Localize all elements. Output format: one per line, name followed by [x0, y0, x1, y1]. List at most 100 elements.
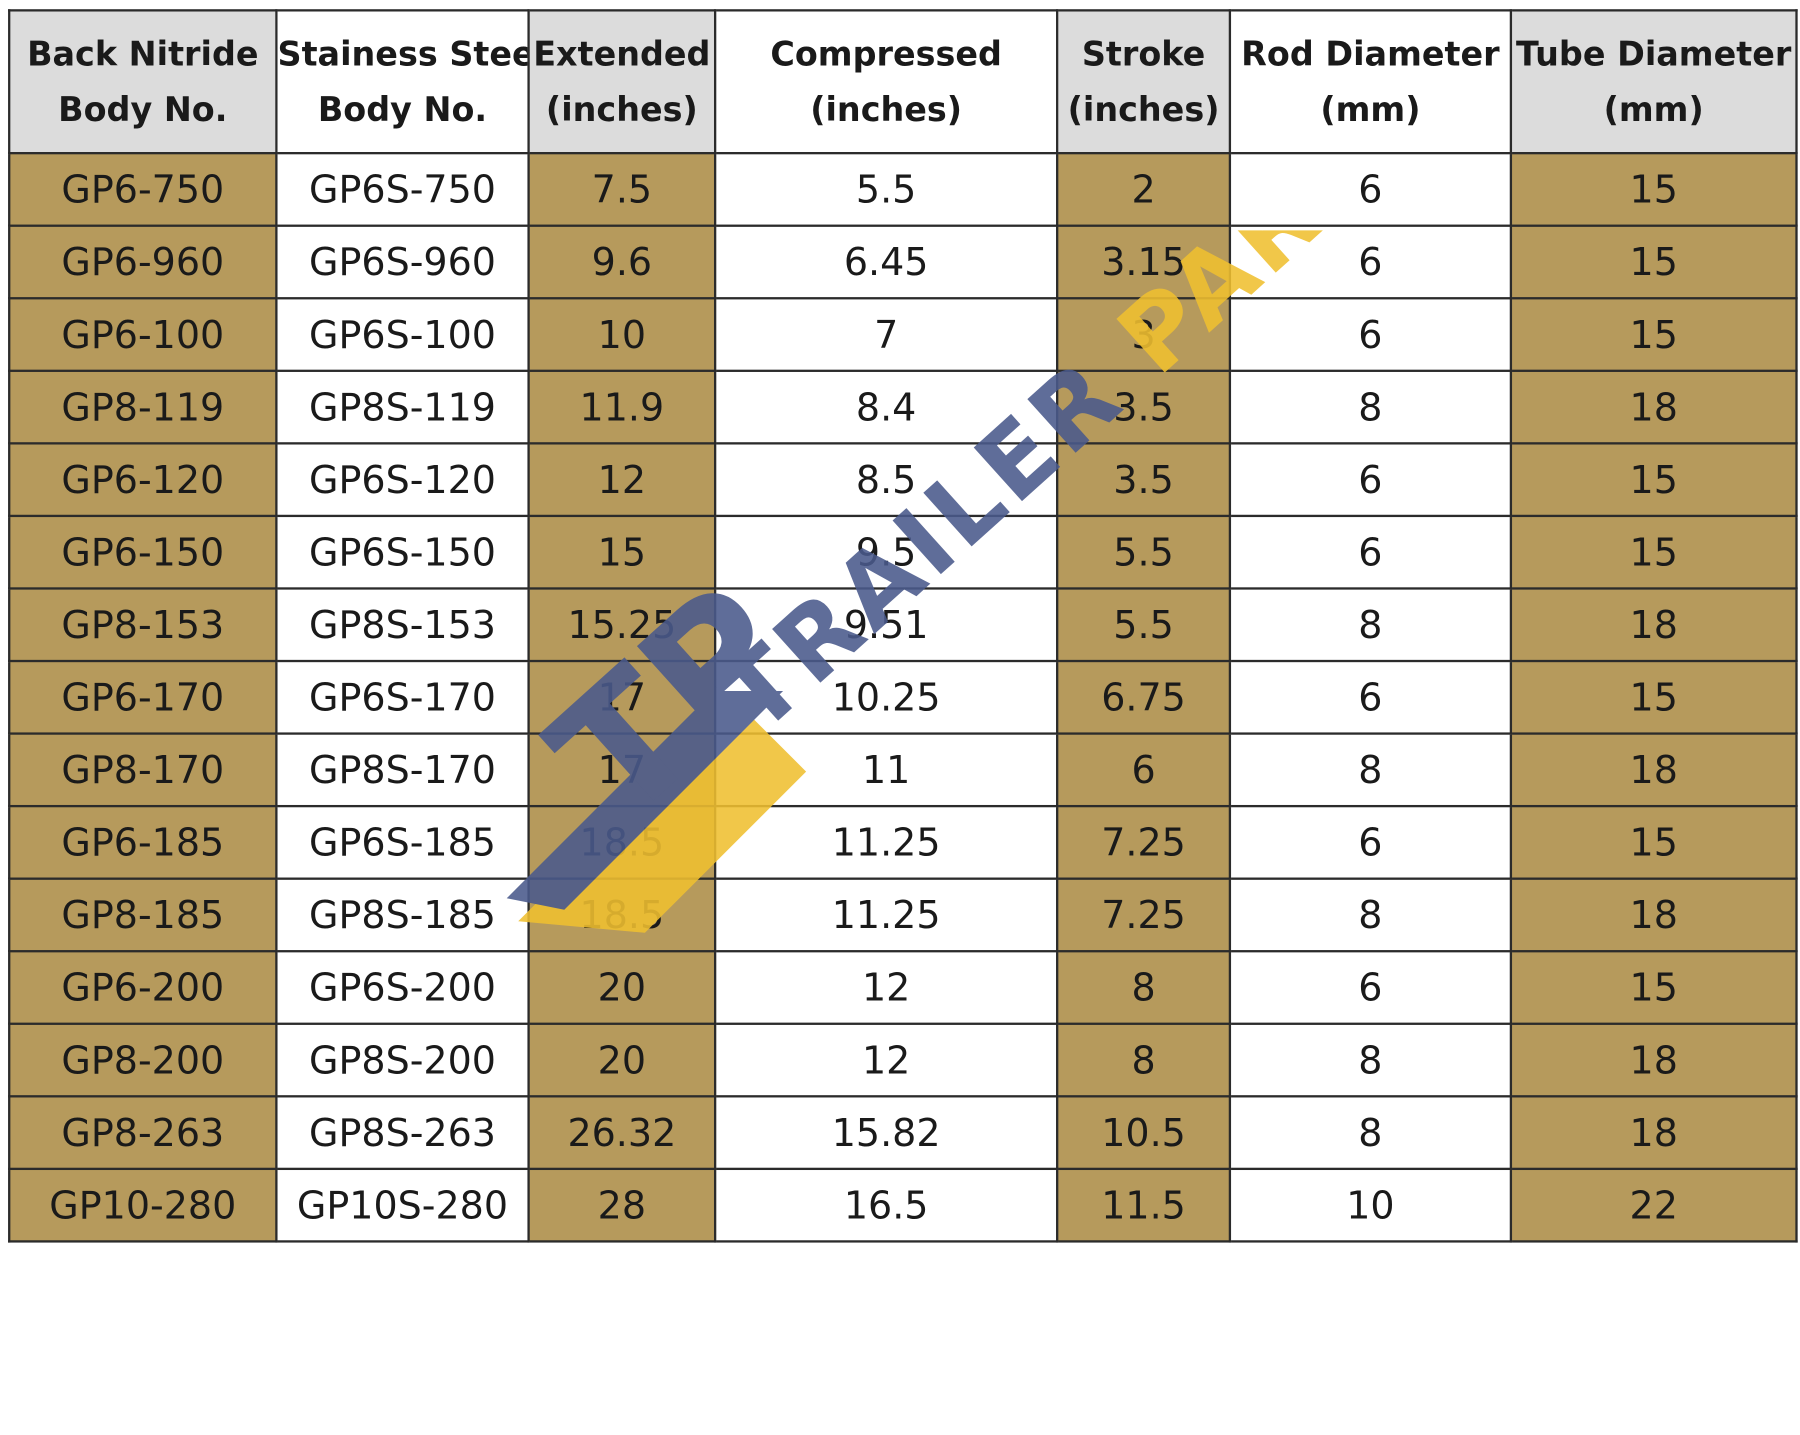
cell-compressed: 11: [713, 732, 1059, 808]
cell-rod-diameter: 6: [1228, 950, 1513, 1025]
cell-compressed: 9.5: [713, 514, 1059, 590]
cell-tube-diameter: 18: [1509, 369, 1798, 445]
table-row: GP6-185 GP6S-185 18.5 11.25 7.25 6 15: [8, 804, 1798, 880]
cell-back-nitride-body-no: GP8-119: [8, 369, 278, 445]
header-line: Body No.: [317, 89, 488, 129]
header-line: (mm): [1320, 89, 1421, 129]
header-line: Extended: [533, 34, 711, 74]
cell-compressed: 7: [713, 297, 1059, 372]
cell-tube-diameter: 15: [1509, 152, 1798, 227]
header-line: (mm): [1603, 89, 1704, 129]
cell-stroke: 2: [1056, 152, 1232, 227]
header-line: (inches): [810, 89, 963, 129]
cell-extended: 20: [527, 1022, 717, 1098]
table-row: GP8-153 GP8S-153 15.25 9.51 5.5 8 18: [8, 587, 1798, 663]
cell-extended: 15.25: [527, 587, 717, 663]
cell-rod-diameter: 6: [1228, 514, 1513, 590]
cell-compressed: 12: [713, 950, 1059, 1025]
cell-tube-diameter: 15: [1509, 514, 1798, 590]
cell-back-nitride-body-no: GP6-100: [8, 297, 278, 372]
cell-back-nitride-body-no: GP6-200: [8, 950, 278, 1025]
cell-stainless-body-no: GP8S-263: [275, 1095, 530, 1171]
cell-stainless-body-no: GP10S-280: [275, 1167, 530, 1243]
table-row: GP8-185 GP8S-185 18.5 11.25 7.25 8 18: [8, 877, 1798, 953]
table-row: GP6-750 GP6S-750 7.5 5.5 2 6 15: [8, 152, 1798, 227]
cell-compressed: 11.25: [713, 877, 1059, 953]
cell-stainless-body-no: GP6S-170: [275, 659, 530, 735]
cell-stroke: 3.15: [1056, 224, 1232, 300]
cell-stroke: 7.25: [1056, 877, 1232, 953]
cell-stainless-body-no: GP6S-185: [275, 804, 530, 880]
cell-extended: 26.32: [527, 1095, 717, 1171]
cell-rod-diameter: 8: [1228, 369, 1513, 445]
cell-extended: 7.5: [527, 152, 717, 227]
cell-compressed: 11.25: [713, 804, 1059, 880]
cell-stroke: 3.5: [1056, 442, 1232, 518]
cell-stainless-body-no: GP6S-750: [275, 152, 530, 227]
cell-extended: 17: [527, 732, 717, 808]
cell-rod-diameter: 8: [1228, 1095, 1513, 1171]
cell-stroke: 5.5: [1056, 514, 1232, 590]
cell-back-nitride-body-no: GP8-200: [8, 1022, 278, 1098]
cell-tube-diameter: 15: [1509, 659, 1798, 735]
cell-tube-diameter: 15: [1509, 442, 1798, 518]
cell-extended: 10: [527, 297, 717, 372]
cell-stainless-body-no: GP6S-150: [275, 514, 530, 590]
cell-back-nitride-body-no: GP6-150: [8, 514, 278, 590]
cell-compressed: 16.5: [713, 1167, 1059, 1243]
cell-tube-diameter: 15: [1509, 297, 1798, 372]
cell-tube-diameter: 15: [1509, 224, 1798, 300]
cell-back-nitride-body-no: GP6-170: [8, 659, 278, 735]
cell-stroke: 3: [1056, 297, 1232, 372]
header-line: Back Nitride: [27, 34, 259, 74]
cell-back-nitride-body-no: GP8-170: [8, 732, 278, 808]
table-body: GP6-750 GP6S-750 7.5 5.5 2 6 15 GP6-960 GP6S-960…: [8, 152, 1798, 1243]
cell-stroke: 6: [1056, 732, 1232, 808]
table-row: GP6-200 GP6S-200 20 12 8 6 15: [8, 950, 1798, 1025]
gas-prop-spec-table: Back Nitride Body No. Stainess Stee Body N…: [8, 9, 1798, 1243]
cell-tube-diameter: 18: [1509, 732, 1798, 808]
cell-extended: 28: [527, 1167, 717, 1243]
cell-compressed: 8.5: [713, 442, 1059, 518]
cell-tube-diameter: 22: [1509, 1167, 1798, 1243]
cell-back-nitride-body-no: GP6-185: [8, 804, 278, 880]
cell-compressed: 10.25: [713, 659, 1059, 735]
cell-stroke: 3.5: [1056, 369, 1232, 445]
header-line: Stroke: [1081, 34, 1206, 74]
cell-tube-diameter: 15: [1509, 804, 1798, 880]
cell-back-nitride-body-no: GP6-750: [8, 152, 278, 227]
table-row: GP6-120 GP6S-120 12 8.5 3.5 6 15: [8, 442, 1798, 518]
cell-rod-diameter: 10: [1228, 1167, 1513, 1243]
header-line: (inches): [545, 89, 698, 129]
cell-stroke: 8: [1056, 950, 1232, 1025]
header-row: Back Nitride Body No. Stainess Stee Body N…: [8, 9, 1798, 155]
table-row: GP8-170 GP8S-170 17 11 6 8 18: [8, 732, 1798, 808]
cell-stainless-body-no: GP6S-200: [275, 950, 530, 1025]
header-line: (inches): [1067, 89, 1220, 129]
header-line: Compressed: [770, 34, 1002, 74]
cell-extended: 18.5: [527, 877, 717, 953]
cell-compressed: 15.82: [713, 1095, 1059, 1171]
cell-compressed: 6.45: [713, 224, 1059, 300]
cell-rod-diameter: 8: [1228, 732, 1513, 808]
cell-rod-diameter: 6: [1228, 224, 1513, 300]
cell-stainless-body-no: GP6S-960: [275, 224, 530, 300]
cell-rod-diameter: 6: [1228, 804, 1513, 880]
cell-tube-diameter: 18: [1509, 877, 1798, 953]
column-header-compressed: Compressed (inches): [713, 9, 1059, 155]
cell-rod-diameter: 8: [1228, 1022, 1513, 1098]
cell-stainless-body-no: GP6S-100: [275, 297, 530, 372]
cell-stainless-body-no: GP8S-153: [275, 587, 530, 663]
cell-extended: 12: [527, 442, 717, 518]
cell-extended: 20: [527, 950, 717, 1025]
cell-back-nitride-body-no: GP6-960: [8, 224, 278, 300]
cell-rod-diameter: 6: [1228, 152, 1513, 227]
cell-compressed: 5.5: [713, 152, 1059, 227]
cell-stainless-body-no: GP8S-170: [275, 732, 530, 808]
table-row: GP6-100 GP6S-100 10 7 3 6 15: [8, 297, 1798, 372]
column-header-tube-diameter: Tube Diameter (mm): [1509, 9, 1798, 155]
table-row: GP10-280 GP10S-280 28 16.5 11.5 10 22: [8, 1167, 1798, 1243]
cell-extended: 9.6: [527, 224, 717, 300]
cell-rod-diameter: 6: [1228, 659, 1513, 735]
header-line: Tube Diameter: [1516, 34, 1792, 74]
